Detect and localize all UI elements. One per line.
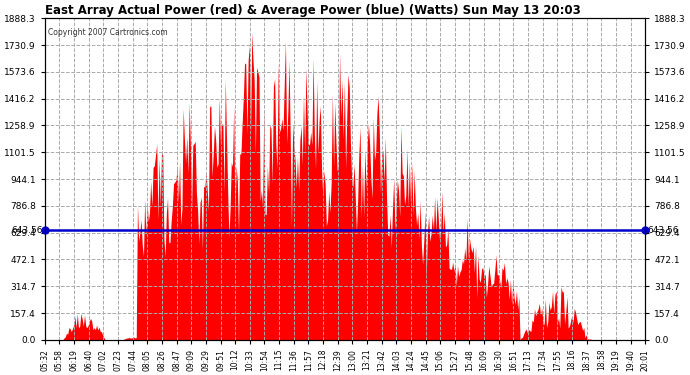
Text: East Array Actual Power (red) & Average Power (blue) (Watts) Sun May 13 20:03: East Array Actual Power (red) & Average … [45, 4, 580, 17]
Text: 643.56: 643.56 [11, 226, 42, 235]
Text: Copyright 2007 Cartronics.com: Copyright 2007 Cartronics.com [48, 28, 168, 37]
Text: 643.56: 643.56 [648, 226, 679, 235]
